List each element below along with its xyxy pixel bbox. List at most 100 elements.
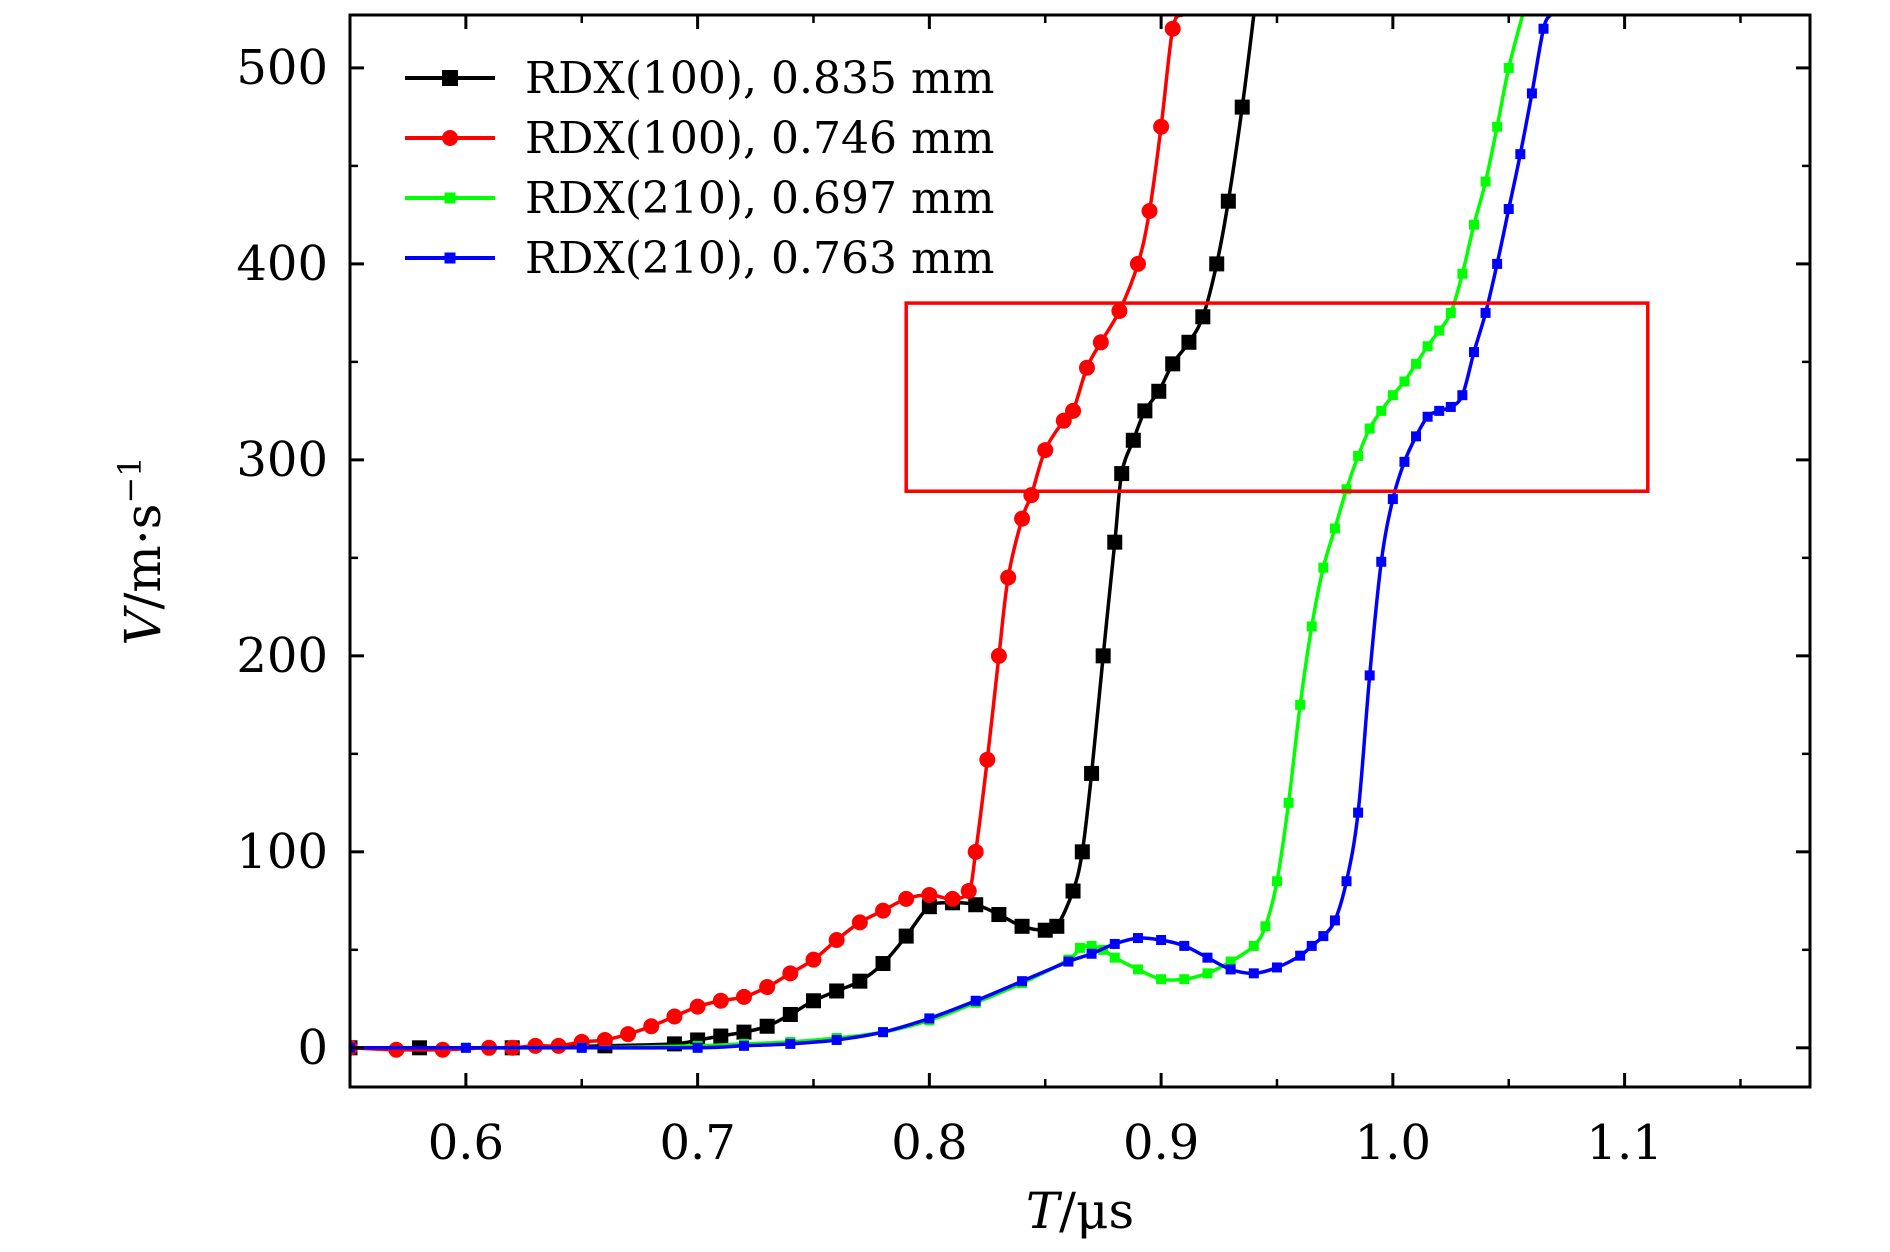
data-point: [1503, 204, 1514, 215]
data-point: [1151, 383, 1167, 399]
data-point: [1000, 569, 1017, 586]
data-point: [1515, 149, 1526, 160]
y-tick-label: 300: [236, 432, 328, 488]
legend-marker: [442, 70, 458, 86]
data-point: [1129, 255, 1146, 272]
data-point: [1341, 484, 1352, 495]
x-tick-label: 1.0: [1355, 1115, 1431, 1171]
data-point: [1318, 562, 1329, 573]
x-tick-label: 0.7: [659, 1115, 735, 1171]
data-point: [1271, 962, 1282, 973]
data-point: [970, 995, 981, 1006]
data-point: [1137, 403, 1153, 419]
data-point: [1353, 450, 1364, 461]
data-point: [1399, 456, 1410, 467]
data-point: [1156, 935, 1167, 946]
series-1: [350, 15, 1256, 1056]
y-tick-label: 200: [236, 628, 328, 684]
data-point: [1132, 964, 1143, 975]
data-point: [944, 890, 961, 907]
data-point: [1271, 876, 1282, 887]
y-tick-label: 100: [236, 824, 328, 880]
data-point: [1209, 256, 1225, 272]
data-point: [596, 1031, 613, 1048]
x-axis: 0.6 0.7 0.8 0.9 1.0 1.1: [348, 15, 1742, 1171]
data-point: [1234, 99, 1250, 115]
data-point: [828, 932, 845, 949]
data-point: [1049, 918, 1065, 934]
data-point: [829, 983, 845, 999]
data-point: [1109, 938, 1120, 949]
data-point: [1248, 968, 1259, 979]
data-point: [1480, 307, 1491, 318]
data-point: [1014, 510, 1031, 527]
data-point: [1125, 432, 1141, 448]
data-point: [1364, 423, 1375, 434]
y-axis-unit-exponent: −1: [111, 456, 149, 503]
data-point: [1445, 401, 1456, 412]
data-point: [1086, 940, 1097, 951]
data-point: [666, 1008, 683, 1025]
data-point: [1084, 765, 1100, 781]
plot-frame: [348, 13, 1812, 1089]
data-point: [1260, 921, 1271, 932]
data-point: [898, 928, 914, 944]
data-point: [1329, 915, 1340, 926]
data-point: [1156, 974, 1167, 985]
data-point: [1114, 466, 1130, 482]
legend-marker: [442, 130, 458, 146]
data-point: [620, 1026, 637, 1043]
data-point: [1225, 956, 1236, 967]
data-point: [692, 1042, 703, 1053]
data-point: [875, 956, 891, 972]
data-point: [1445, 307, 1456, 318]
y-axis-unit: /m·s: [114, 504, 172, 610]
data-point: [1457, 390, 1468, 401]
data-point: [1434, 405, 1445, 416]
legend-marker: [444, 252, 456, 264]
data-point: [550, 1037, 567, 1054]
data-point: [1109, 952, 1120, 963]
data-point: [1248, 940, 1259, 951]
data-point: [1078, 359, 1095, 376]
data-point: [1202, 952, 1213, 963]
data-point: [1017, 976, 1028, 987]
legend-label: RDX(210), 0.697 mm: [525, 173, 994, 224]
data-point: [1141, 202, 1158, 219]
data-point: [805, 951, 822, 968]
data-point: [1181, 334, 1197, 350]
data-point: [1457, 268, 1468, 279]
y-axis-variable: V: [114, 605, 172, 646]
data-point: [1341, 876, 1352, 887]
x-axis-unit: /μs: [1059, 1182, 1134, 1240]
legend-label: RDX(210), 0.763 mm: [525, 233, 994, 284]
data-point: [1306, 621, 1317, 632]
data-point: [1225, 964, 1236, 975]
y-axis-title: V/m·s−1: [111, 456, 172, 645]
data-point: [968, 897, 984, 913]
data-point: [388, 1041, 405, 1058]
y-axis: 0 100 200 300 400 500: [236, 40, 1810, 1076]
data-point: [1306, 940, 1317, 951]
data-point: [1074, 844, 1090, 860]
x-tick-label: 1.1: [1586, 1115, 1662, 1171]
data-point: [1364, 670, 1375, 681]
data-point: [1376, 556, 1387, 567]
data-point: [1165, 356, 1181, 372]
data-point: [1399, 376, 1410, 387]
data-point: [924, 1013, 935, 1024]
data-point: [921, 899, 937, 915]
data-point: [1179, 974, 1190, 985]
data-point: [1153, 118, 1170, 135]
data-point: [1468, 219, 1479, 230]
legend-label: RDX(100), 0.835 mm: [525, 53, 994, 104]
data-point: [785, 1038, 796, 1049]
series-2: [350, 15, 1184, 1058]
data-point: [1411, 431, 1422, 442]
data-point: [878, 1027, 889, 1038]
data-point: [1095, 648, 1111, 664]
data-point: [1503, 62, 1514, 73]
data-point: [1065, 402, 1082, 419]
data-point: [898, 890, 915, 907]
